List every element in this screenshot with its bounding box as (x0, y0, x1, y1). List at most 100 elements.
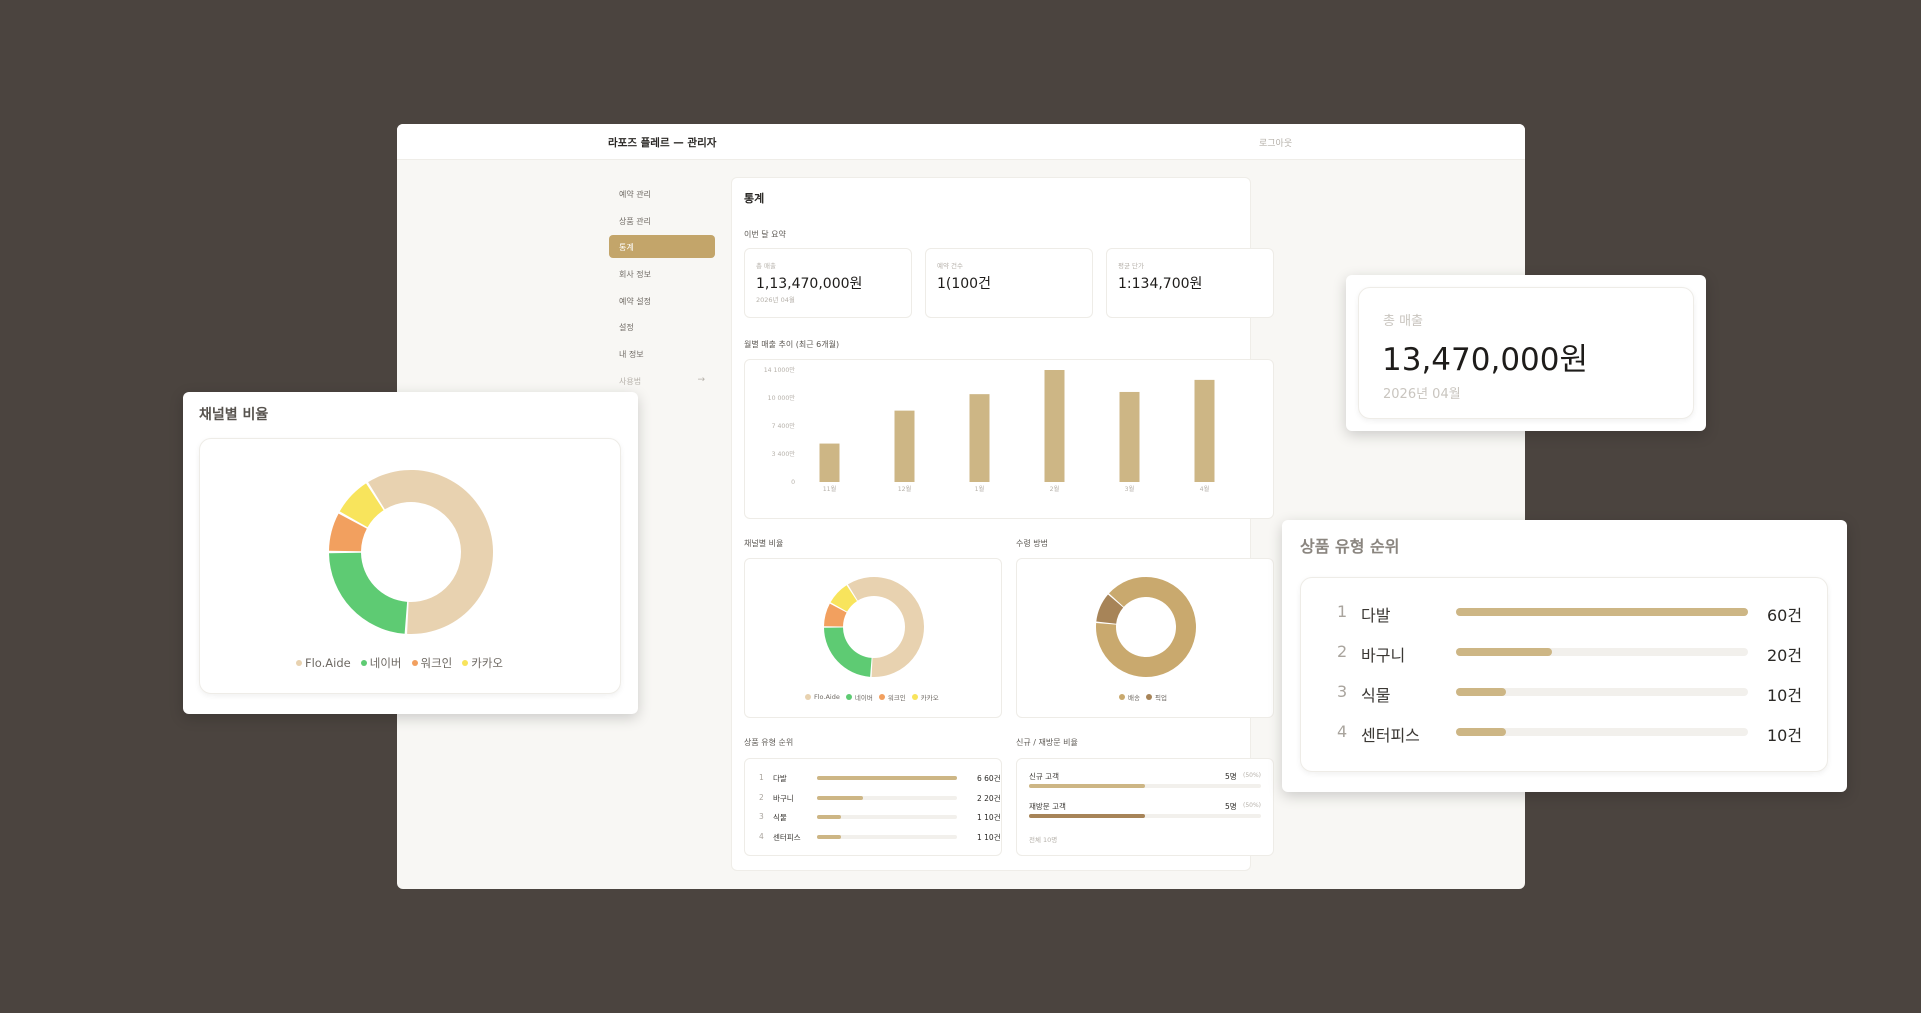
kpi-label: 총 매출 (756, 262, 777, 270)
rank-track (817, 795, 957, 800)
sidebar-item-label: 회사 정보 (619, 270, 651, 279)
customer-row: 신규 고객 5명 (50%) (1017, 771, 1273, 793)
kpi-value: 1,13,470,000원 (756, 276, 863, 292)
bar-3월 (1119, 391, 1140, 482)
legend-dot (1119, 694, 1125, 700)
rank-row: 1 다발 60건 (1301, 600, 1827, 625)
bar-4월 (1194, 379, 1215, 482)
rank-name: 식물 (773, 813, 787, 822)
zoom-rank-inner: 1 다발 60건 2 바구니 20건 3 식물 10건 4 센터피스 10건 (1300, 577, 1828, 772)
kpi-label: 평균 단가 (1118, 262, 1144, 270)
channel-label: 채널별 비율 (744, 539, 784, 548)
legend-label: 워크인 (887, 694, 906, 702)
kpi-value: 1:134,700원 (1118, 276, 1203, 292)
rank-fill (1456, 608, 1748, 616)
slice-3 (339, 483, 384, 528)
rank-name: 식물 (1361, 686, 1391, 705)
rank-track (1456, 688, 1748, 696)
legend-label: 배송 (1128, 694, 1140, 702)
rank-fill (817, 776, 957, 780)
sidebar-item-products[interactable]: 상품 관리 (609, 209, 715, 232)
trend-label: 월별 매출 추이 (최근 6개월) (744, 340, 840, 349)
rank-row: 4 센터피스 1 10건 (745, 830, 1001, 846)
customer-pct: (50%) (1243, 802, 1262, 809)
sidebar-item-label: 사용법 (619, 377, 642, 386)
zoom-total-value: 13,470,000원 (1382, 342, 1589, 378)
rank-value: 10건 (1767, 726, 1803, 745)
rank-fill (1456, 688, 1506, 696)
y-tick-label: 14 1000만 (764, 366, 796, 374)
customer-count: 5명 (1225, 802, 1237, 811)
sidebar-item-label: 상품 관리 (619, 217, 651, 226)
legend-dot (462, 660, 469, 666)
logout-link[interactable]: 로그아웃 (1259, 139, 1293, 149)
product-rank-card: 1 다발 6 60건 2 바구니 2 20건 3 식물 1 10건 4 센터피스 1 10건 (744, 758, 1002, 856)
channel-legend: Flo.Aide 네이버 워크인 카카오 (805, 692, 939, 702)
sidebar-item-settings[interactable]: 설정 (609, 315, 715, 338)
x-tick-label: 1월 (975, 485, 985, 493)
rank-row: 2 바구니 2 20건 (745, 791, 1001, 807)
summary-label: 이번 달 요약 (744, 230, 786, 239)
rank-track (817, 815, 957, 819)
y-tick-label: 10 000만 (768, 394, 796, 402)
legend-label: 카카오 (920, 694, 939, 702)
legend-dot (805, 694, 811, 700)
rank-value: 1 10건 (977, 832, 1001, 842)
y-tick-label: 3 400만 (772, 450, 796, 458)
zoom-rank-title: 상품 유형 순위 (1300, 537, 1400, 556)
legend-item: 카카오 (462, 655, 503, 671)
customer-total: 전체 10명 (1029, 836, 1058, 844)
rank-fill (817, 795, 864, 800)
rank-fill (817, 815, 841, 819)
receive-legend: 배송 픽업 (1119, 692, 1167, 702)
rank-row: 3 식물 10건 (1301, 680, 1827, 705)
rank-name: 다발 (1361, 606, 1391, 625)
customer-track (1029, 814, 1261, 818)
rank-fill (1456, 728, 1506, 736)
customer-fill (1029, 814, 1145, 818)
legend-label: 네이버 (854, 694, 873, 702)
slice-1 (1096, 594, 1124, 624)
customer-track (1029, 784, 1261, 788)
slice-3 (830, 585, 857, 612)
rank-track (817, 776, 957, 780)
slice-0 (1096, 577, 1196, 677)
sidebar-item-statistics[interactable]: 통계 (609, 235, 715, 258)
customer-row: 재방문 고객 5명 (50%) (1017, 801, 1273, 823)
sidebar-item-guide[interactable]: 사용법 → (609, 369, 715, 392)
sidebar-item-my-info[interactable]: 내 정보 (609, 342, 715, 365)
legend-item: Flo.Aide (805, 693, 840, 701)
rank-track (1456, 728, 1748, 736)
zoom-rank-card: 상품 유형 순위 1 다발 60건 2 바구니 20건 3 식물 10건 4 센터피스 10건 (1282, 520, 1847, 792)
top-bar: 라포즈 플레르 — 관리자 로그아웃 (397, 124, 1525, 160)
admin-window: 라포즈 플레르 — 관리자 로그아웃 예약 관리 상품 관리 통계 회사 정보 … (397, 124, 1525, 889)
slice-1 (329, 552, 408, 634)
zoom-channel-title: 채널별 비율 (199, 407, 269, 423)
legend-dot (845, 694, 852, 700)
rank-track (817, 834, 957, 839)
zoom-channel-legend: Flo.Aide 네이버 워크인 카카오 (296, 655, 503, 671)
rank-value: 60건 (1767, 606, 1803, 625)
kpi-value: 1(100건 (937, 276, 991, 292)
statistics-panel: 통계 이번 달 요약 총 매출 1,13,470,000원 2026년 04월 … (731, 177, 1274, 871)
slice-1 (824, 627, 872, 677)
slice-0 (847, 577, 924, 677)
kpi-card-reservations: 예약 건수 1(100건 (925, 248, 1093, 318)
zoom-total-inner: 총 매출 13,470,000원 2026년 04월 (1358, 287, 1694, 419)
legend-item: 네이버 (360, 655, 402, 671)
legend-item: 워크인 (878, 692, 906, 702)
legend-dot (296, 660, 302, 666)
rank-value: 20건 (1767, 646, 1803, 665)
sidebar-item-company[interactable]: 회사 정보 (609, 262, 715, 285)
legend-item: 카카오 (911, 692, 939, 702)
rank-value: 6 60건 (977, 774, 1001, 783)
sidebar-item-reservations[interactable]: 예약 관리 (609, 182, 715, 205)
legend-item: 배송 (1119, 692, 1140, 702)
receive-label: 수령 방법 (1016, 539, 1048, 548)
customer-fill (1029, 784, 1145, 788)
legend-label: Flo.Aide (305, 656, 351, 670)
monthly-sales-chart: 14 1000만 10 000만 7 400만 3 400만 0 11월 12월 1월 2월 3월… (764, 366, 1215, 493)
zoom-total-sub: 2026년 04월 (1383, 387, 1461, 402)
sidebar-item-booking-settings[interactable]: 예약 설정 (609, 289, 715, 312)
kpi-label: 예약 건수 (937, 262, 963, 270)
